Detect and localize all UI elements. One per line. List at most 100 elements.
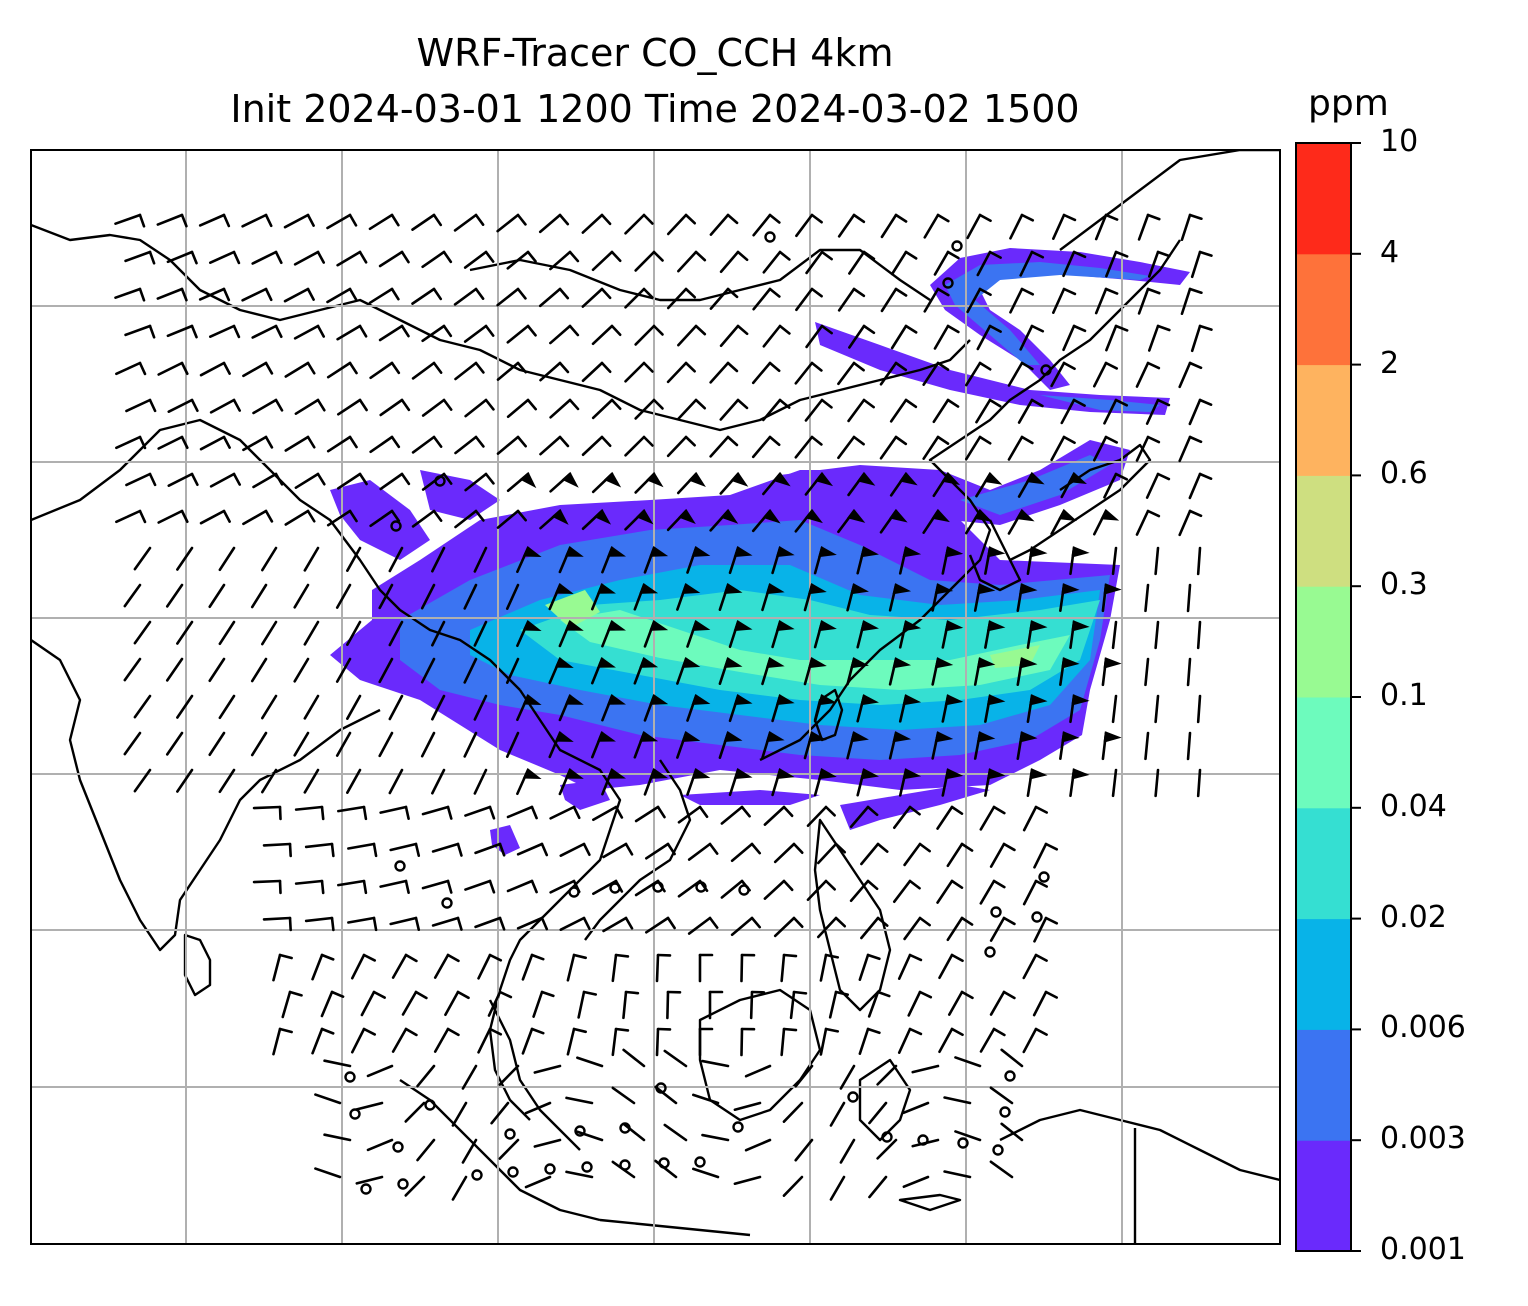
wind-barb (463, 731, 478, 758)
wind-barb (718, 657, 743, 686)
wind-barb (762, 398, 791, 422)
calm-wind-circle (349, 1108, 361, 1120)
wind-barb (740, 1027, 756, 1057)
wind-barb (549, 398, 580, 419)
wind-barb (477, 953, 503, 980)
wind-barb (922, 435, 950, 460)
wind-barb (663, 1049, 688, 1068)
wind-barb (261, 768, 278, 794)
wind-barb (524, 1101, 552, 1115)
calm-wind-circle (951, 240, 963, 252)
wind-barb (559, 916, 591, 931)
wind-barb (849, 879, 879, 903)
wind-barb (773, 842, 804, 864)
wind-barb (1016, 731, 1038, 760)
wind-barb (250, 731, 268, 757)
wind-barb (1052, 287, 1077, 314)
wind-barb (676, 730, 701, 759)
wind-barb (860, 842, 889, 866)
wind-barb (454, 509, 485, 529)
wind-barb (804, 398, 833, 422)
wind-barb (984, 546, 1006, 575)
wind-barb (676, 398, 707, 421)
colorbar-tick-label: 0.6 (1380, 456, 1428, 492)
wind-barb (805, 324, 833, 349)
colorbar-tick-label: 0.001 (1380, 1232, 1466, 1267)
wind-barb (654, 1085, 678, 1105)
calm-wind-circle (574, 1125, 586, 1137)
wind-barb (1007, 508, 1035, 535)
wind-barb (538, 287, 570, 308)
wind-barb (601, 693, 626, 722)
wind-barb (856, 620, 879, 649)
wind-barb (1052, 213, 1077, 240)
calm-wind-circle (957, 1137, 969, 1149)
wind-barb (284, 509, 316, 526)
plot-title-line1: WRF-Tracer CO_CCH 4km (416, 31, 894, 75)
wind-barb (964, 435, 992, 461)
wind-barb (718, 731, 743, 760)
wind-barb (326, 361, 358, 379)
wind-barb (272, 1027, 293, 1056)
wind-barb (591, 398, 622, 420)
wind-barb (979, 1027, 1006, 1053)
wind-barb (421, 324, 453, 343)
wind-barb (262, 916, 292, 932)
wind-barb (771, 546, 795, 575)
wind-barb (336, 250, 368, 267)
wind-barb (241, 287, 273, 302)
colorbar-tick-label: 0.1 (1380, 678, 1428, 713)
wind-barb (889, 471, 918, 497)
wind-barb (1050, 361, 1076, 388)
calm-wind-circle (392, 1141, 404, 1153)
wind-barb (954, 1056, 982, 1068)
wind-barb (303, 546, 320, 572)
wind-barb (771, 694, 795, 723)
wind-barb (819, 953, 840, 982)
calm-wind-circle (990, 906, 1002, 918)
calm-wind-circle (652, 881, 664, 893)
wind-barb (643, 545, 669, 574)
wind-barb (294, 472, 326, 489)
wind-barb (498, 1138, 520, 1160)
wind-barb (166, 324, 198, 339)
wind-barb (347, 916, 378, 932)
wind-barb (634, 324, 664, 346)
wind-barb (549, 250, 580, 271)
coastline-malay (488, 999, 581, 1151)
wind-barb (655, 1027, 672, 1057)
calm-wind-circle (360, 1183, 372, 1195)
wind-barb (125, 472, 157, 487)
wind-barb (989, 1160, 1014, 1179)
wind-barb (464, 879, 496, 894)
wind-barb (1009, 213, 1035, 240)
colorbar-tick-label: 10 (1380, 124, 1419, 159)
calm-wind-circle (917, 1134, 929, 1146)
wind-barb (115, 509, 147, 524)
wind-barb (782, 1175, 804, 1197)
wind-barb (133, 546, 152, 571)
wind-barb (498, 1064, 520, 1086)
wind-barb (643, 767, 669, 796)
wind-barb (964, 361, 992, 387)
wind-barb (1022, 879, 1048, 906)
wind-barb (416, 1064, 436, 1088)
wind-barb (858, 953, 881, 981)
wind-barb (837, 435, 865, 460)
wind-barb (761, 583, 785, 612)
calm-wind-circle (568, 886, 580, 898)
wind-barb (378, 324, 410, 342)
wind-barb (744, 1138, 772, 1152)
wind-barb (941, 694, 964, 723)
wind-barb (941, 546, 964, 575)
wind-barb (293, 731, 310, 757)
wind-barb (281, 990, 303, 1019)
colorbar-segment (1296, 1029, 1351, 1141)
wind-barb (1137, 287, 1161, 315)
wind-barb (1062, 324, 1087, 352)
wind-barb (558, 619, 584, 648)
colorbar-segment (1296, 475, 1351, 587)
calm-wind-circle (992, 1144, 1004, 1156)
wind-barb (335, 583, 352, 609)
wind-barb (979, 805, 1006, 831)
